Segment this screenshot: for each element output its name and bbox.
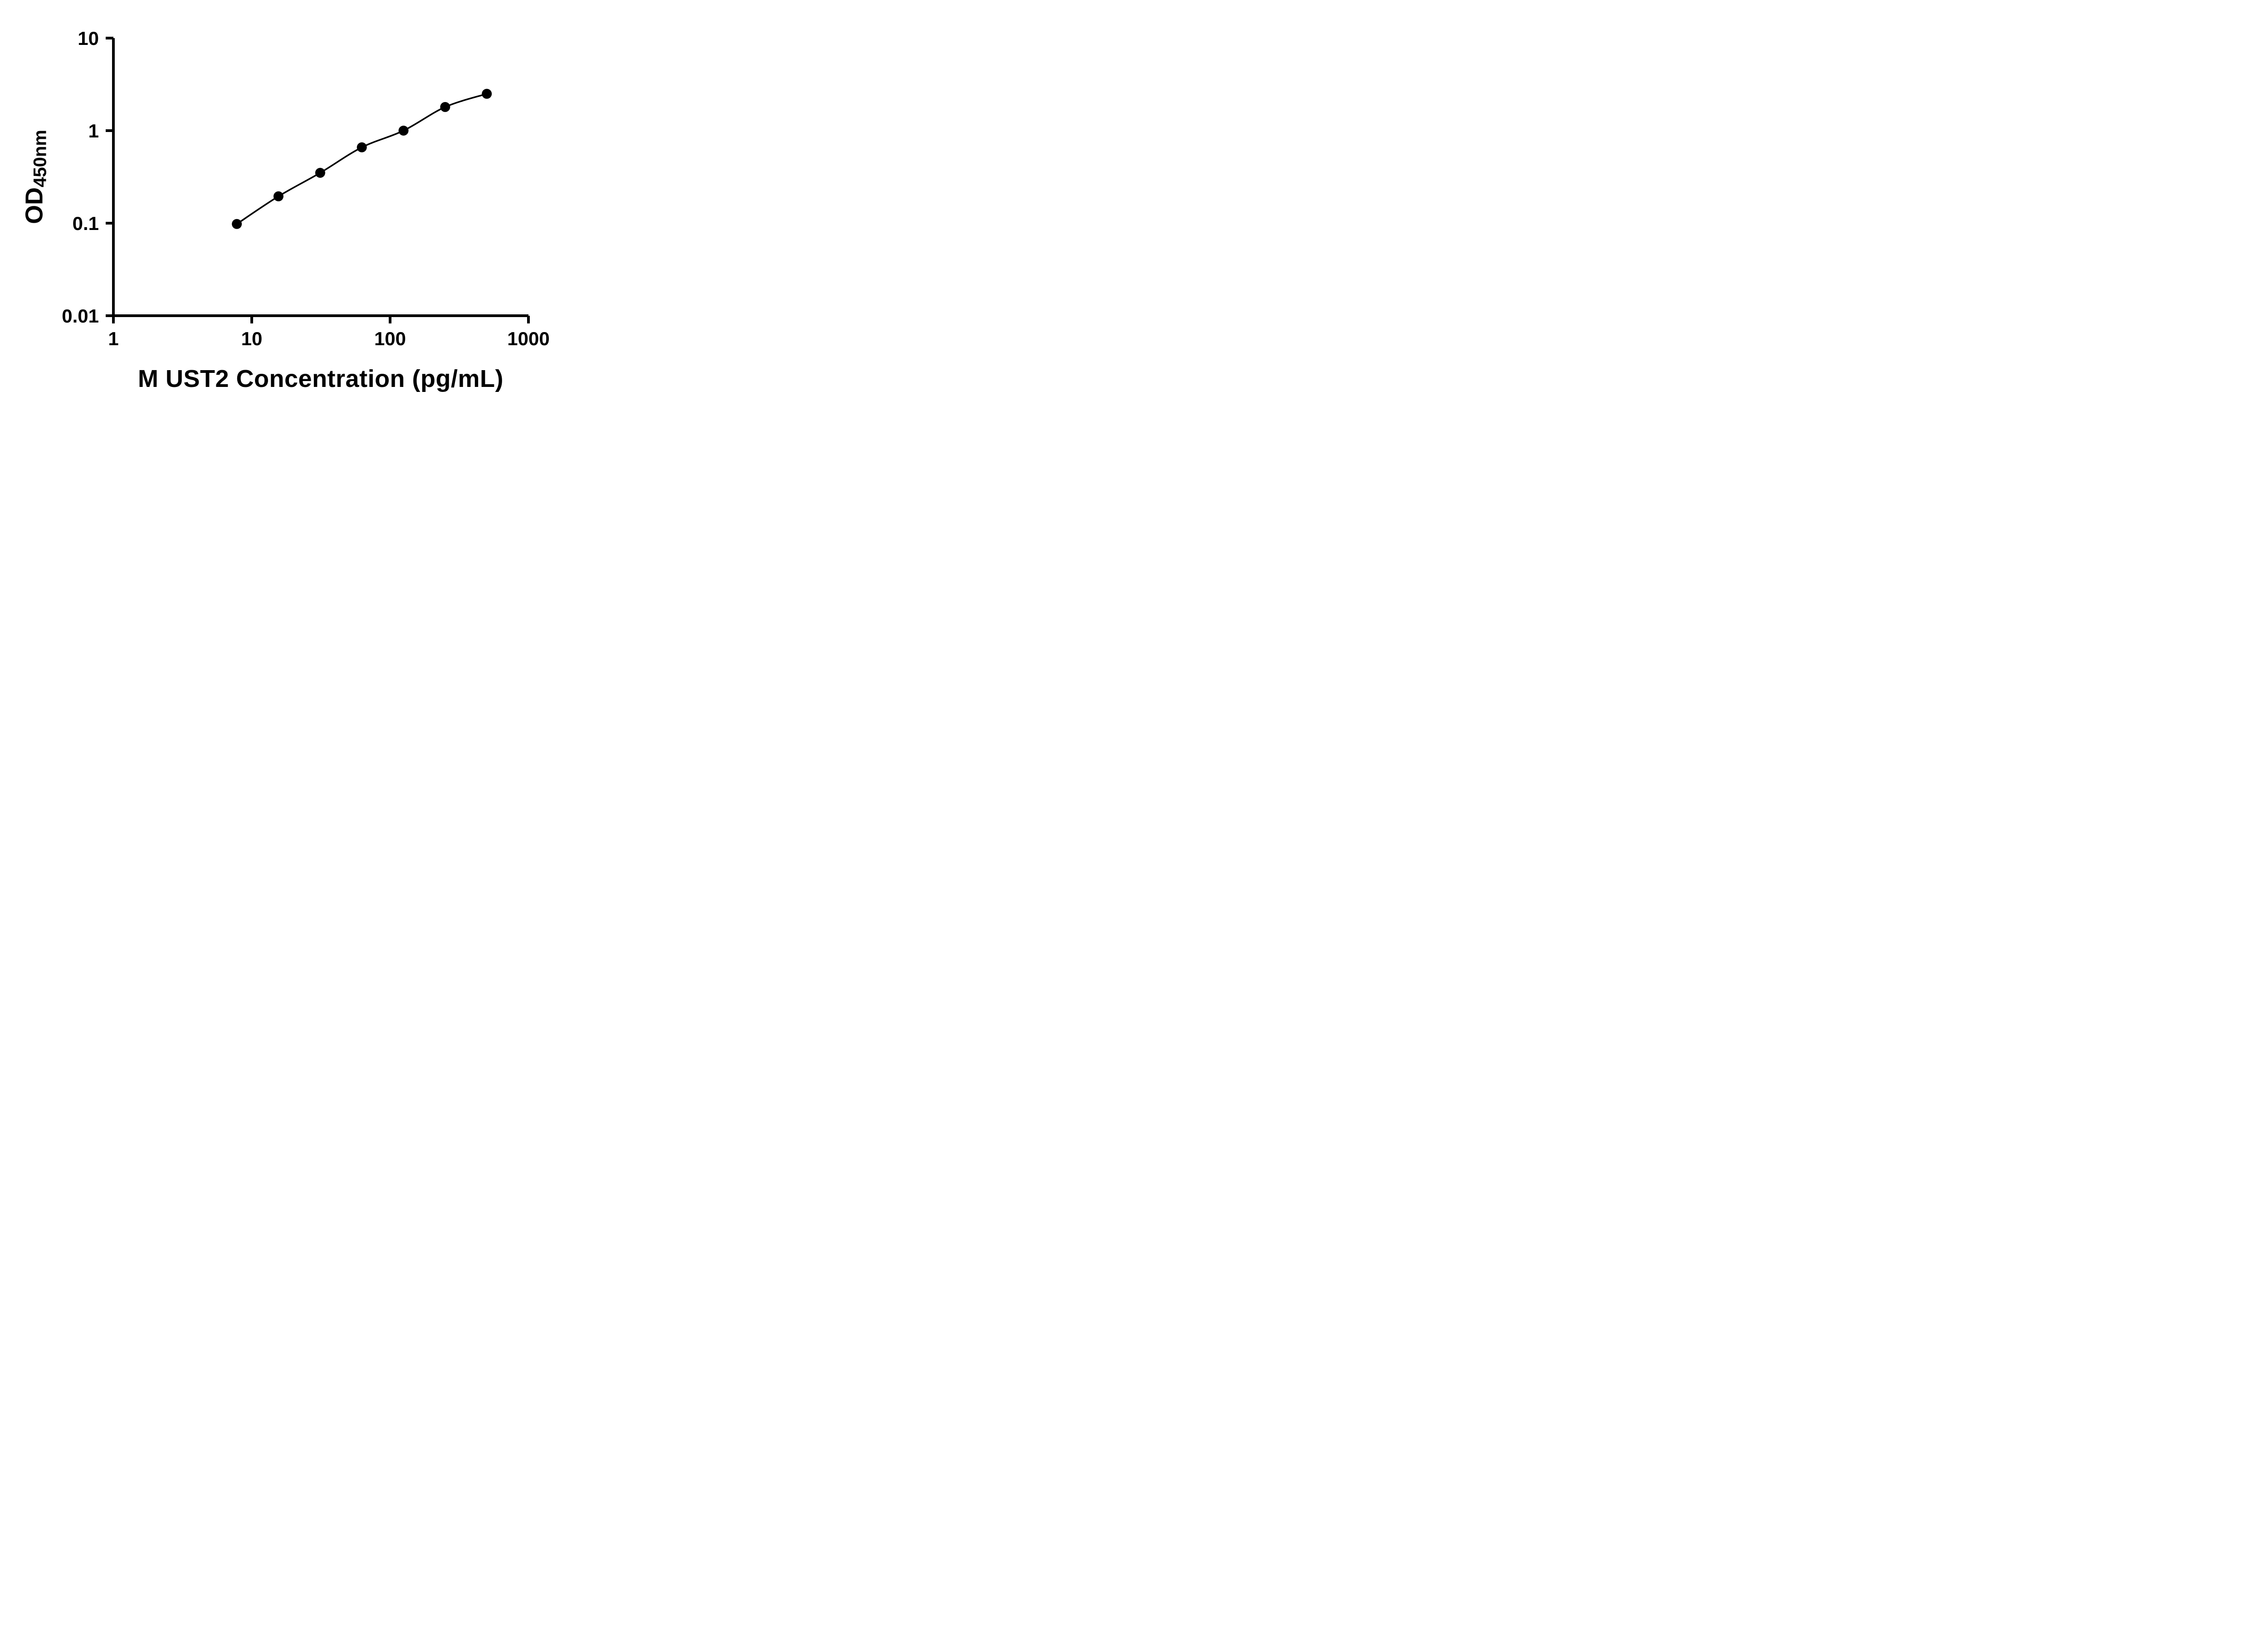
- y-axis-title-subscript: 450nm: [30, 130, 50, 187]
- data-point-marker: [232, 219, 242, 229]
- y-tick-label: 1: [88, 120, 99, 142]
- data-point-marker: [315, 168, 325, 178]
- x-tick-label: 1: [108, 328, 118, 349]
- x-tick-label: 100: [374, 328, 406, 349]
- chart-canvas: 0.01 0.1 1 10 1 10 100 1000: [62, 28, 549, 349]
- standard-curve-line: [236, 93, 487, 225]
- y-tick-label: 0.1: [73, 213, 99, 234]
- data-point-marker: [482, 88, 492, 99]
- elisa-standard-curve-figure: 0.01 0.1 1 10 1 10 100 1000 M UST2 Concentratio…: [0, 0, 583, 408]
- data-point-marker: [273, 191, 284, 201]
- y-axis-title-main: OD: [20, 187, 48, 224]
- x-axis-title: M UST2 Concentration (pg/mL): [138, 365, 503, 392]
- data-point-marker: [440, 102, 450, 112]
- x-tick-label: 1000: [507, 328, 549, 349]
- data-point-marker: [398, 126, 409, 136]
- y-tick-label: 10: [78, 28, 99, 49]
- x-tick-label: 10: [241, 328, 263, 349]
- data-point-marker: [357, 142, 367, 152]
- y-tick-label: 0.01: [62, 305, 99, 327]
- y-axis-title: OD450nm: [20, 130, 51, 224]
